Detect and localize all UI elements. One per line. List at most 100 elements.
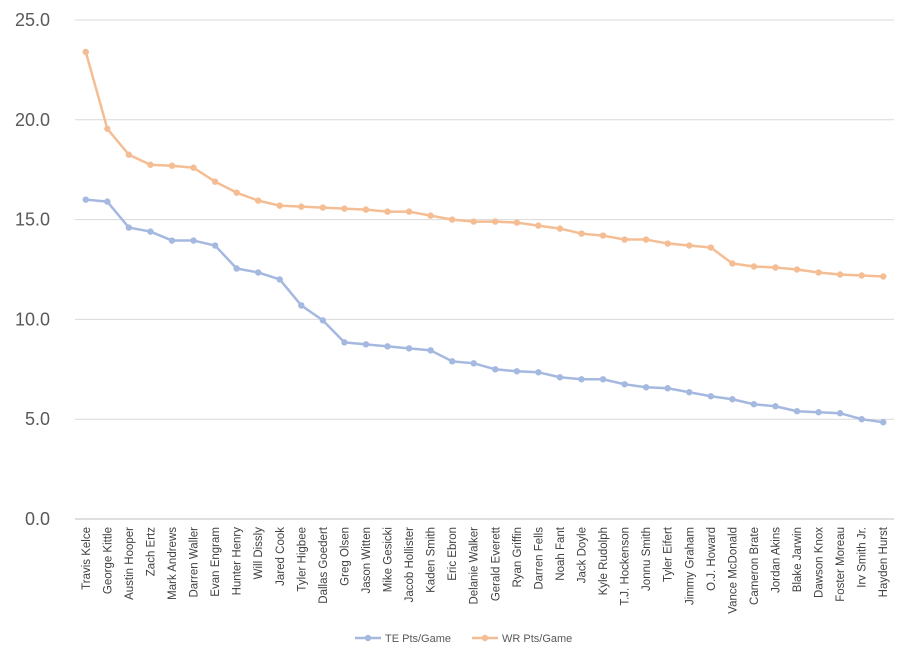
data-point-wr-pts-game	[664, 240, 671, 247]
x-tick-label: Tyler Higbee	[296, 527, 308, 592]
x-tick-label: Jordan Akins	[770, 527, 782, 593]
data-point-te-pts-game	[125, 224, 133, 231]
x-tick-label: Jonnu Smith	[641, 527, 653, 591]
data-point-te-pts-game	[578, 376, 585, 383]
data-point-te-pts-game	[384, 343, 391, 350]
data-point-wr-pts-game	[125, 151, 133, 158]
data-point-wr-pts-game	[750, 263, 758, 270]
data-point-te-pts-game	[880, 418, 887, 426]
x-tick-label: Darren Waller	[189, 527, 201, 598]
data-point-te-pts-game	[772, 403, 779, 410]
x-tick-label: Jared Cook	[275, 527, 287, 586]
x-tick-label: Evan Engram	[210, 527, 222, 597]
x-tick-label: Jason Witten	[361, 527, 373, 593]
x-tick-label: Gerald Everett	[490, 526, 502, 601]
x-tick-label: Darren Fells	[533, 527, 545, 590]
x-tick-label: O.J. Howard	[706, 527, 718, 591]
gridlines	[75, 19, 894, 420]
x-tick-label: Kyle Rudolph	[598, 527, 610, 595]
data-point-te-pts-game	[298, 302, 305, 309]
x-tick-label: Kaden Smith	[426, 527, 438, 593]
data-point-te-pts-game	[686, 389, 693, 396]
data-point-wr-pts-game	[211, 178, 219, 185]
x-tick-label: Hayden Hurst	[878, 526, 890, 597]
data-point-wr-pts-game	[427, 212, 434, 219]
data-point-te-pts-game	[729, 396, 736, 403]
data-point-wr-pts-game	[836, 271, 844, 278]
data-point-wr-pts-game	[233, 189, 240, 196]
data-point-te-pts-game	[858, 416, 865, 423]
x-tick-label: Ryan Griffin	[512, 527, 524, 588]
data-point-te-pts-game	[341, 339, 348, 346]
data-point-wr-pts-game	[578, 230, 585, 237]
x-tick-label: Austin Hooper	[124, 527, 136, 600]
data-point-wr-pts-game	[319, 204, 327, 211]
legend-label-te-pts-game: TE Pts/Game	[385, 633, 451, 645]
x-tick-label: T.J. Hockenson	[620, 527, 632, 606]
y-tick-label: 10.0	[15, 309, 50, 329]
data-point-te-pts-game	[556, 374, 564, 381]
data-point-wr-pts-game	[341, 205, 348, 212]
data-point-te-pts-game	[707, 393, 715, 400]
y-tick-label: 5.0	[25, 409, 50, 429]
x-tick-label: Jacob Hollister	[404, 527, 416, 603]
data-point-wr-pts-game	[82, 48, 89, 56]
x-tick-label: Hunter Henry	[232, 527, 244, 596]
data-point-te-pts-game	[642, 384, 650, 391]
x-tick-label: Cameron Brate	[749, 527, 761, 605]
x-tick-label: Travis Kelce	[81, 527, 93, 590]
x-tick-label: Delanie Walker	[469, 527, 481, 605]
data-point-wr-pts-game	[276, 202, 283, 209]
data-point-wr-pts-game	[492, 218, 499, 225]
x-tick-label: Noah Fant	[555, 526, 567, 581]
data-point-te-pts-game	[147, 228, 154, 235]
data-point-te-pts-game	[362, 341, 370, 348]
data-point-te-pts-game	[664, 385, 671, 392]
x-tick-label: Mike Gesicki	[383, 527, 395, 592]
data-point-te-pts-game	[427, 347, 434, 354]
data-point-te-pts-game	[319, 317, 327, 324]
x-tick-label: Irv Smith Jr.	[857, 527, 869, 588]
x-tick-label: Dallas Goedert	[318, 526, 330, 604]
x-tick-label: Zach Ertz	[145, 527, 157, 576]
data-point-wr-pts-game	[298, 203, 305, 210]
legend-label-wr-pts-game: WR Pts/Game	[502, 633, 572, 645]
data-point-wr-pts-game	[556, 225, 564, 232]
x-tick-label: Mark Andrews	[167, 527, 179, 600]
data-point-te-pts-game	[535, 369, 542, 376]
data-point-te-pts-game	[82, 196, 89, 203]
data-point-wr-pts-game	[384, 208, 391, 215]
data-point-te-pts-game	[276, 276, 283, 283]
data-point-wr-pts-game	[513, 219, 521, 226]
data-point-te-pts-game	[599, 376, 607, 383]
data-point-te-pts-game	[104, 198, 111, 205]
data-point-te-pts-game	[470, 360, 477, 367]
data-point-te-pts-game	[233, 265, 240, 272]
y-tick-label: 25.0	[15, 10, 50, 30]
data-point-wr-pts-game	[599, 232, 607, 239]
data-point-te-pts-game	[405, 345, 413, 352]
data-point-wr-pts-game	[772, 264, 779, 271]
data-point-wr-pts-game	[362, 206, 370, 213]
x-tick-label: Dawson Knox	[814, 527, 826, 598]
data-point-wr-pts-game	[405, 208, 413, 215]
legend: TE Pts/Game WR Pts/Game	[355, 633, 572, 645]
data-point-wr-pts-game	[470, 218, 477, 225]
x-tick-label: Jimmy Graham	[684, 527, 696, 605]
x-tick-label: Will Dissly	[253, 527, 265, 580]
x-tick-label: Jack Doyle	[576, 527, 588, 583]
data-point-wr-pts-game	[147, 161, 154, 168]
data-point-wr-pts-game	[254, 197, 262, 204]
data-point-wr-pts-game	[815, 269, 822, 276]
y-tick-label: 20.0	[15, 110, 50, 130]
series-line-wr-pts-game	[84, 50, 885, 278]
x-tick-label: Greg Olsen	[339, 527, 351, 586]
data-point-te-pts-game	[750, 401, 758, 408]
data-point-te-pts-game	[190, 237, 197, 244]
data-point-wr-pts-game	[686, 242, 693, 249]
data-point-te-pts-game	[513, 368, 521, 375]
data-point-te-pts-game	[793, 408, 801, 415]
series-lines	[82, 48, 887, 426]
x-tick-label: Tyler Eifert	[663, 526, 675, 582]
